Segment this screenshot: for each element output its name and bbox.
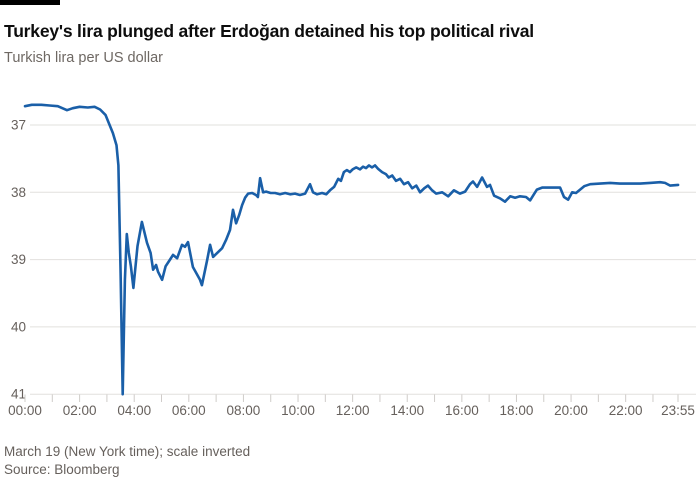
- x-axis-label: 02:00: [63, 403, 97, 418]
- price-line: [23, 103, 680, 396]
- y-axis-label: 39: [11, 252, 26, 267]
- y-axis-label: 37: [11, 118, 26, 133]
- y-axis-label: 38: [11, 185, 26, 200]
- chart-subtitle: Turkish lira per US dollar: [4, 50, 164, 66]
- x-axis-label: 06:00: [172, 403, 206, 418]
- chart-source: Source: Bloomberg: [4, 462, 120, 477]
- x-axis-label: 20:00: [554, 403, 588, 418]
- x-axis-label: 12:00: [336, 403, 370, 418]
- chart-footnote: March 19 (New York time); scale inverted: [4, 444, 251, 459]
- x-axis-label: 04:00: [117, 403, 151, 418]
- x-axis-label: 10:00: [281, 403, 315, 418]
- y-axis-label: 41: [11, 387, 26, 402]
- x-axis-label: 18:00: [500, 403, 534, 418]
- x-axis-label: 22:00: [609, 403, 643, 418]
- x-axis-label: 14:00: [390, 403, 424, 418]
- x-axis-label: 08:00: [227, 403, 261, 418]
- x-axis-label: 00:00: [8, 403, 42, 418]
- x-axis-label: 23:55: [661, 403, 695, 418]
- y-axis-label: 40: [11, 319, 26, 334]
- x-axis-label: 16:00: [445, 403, 479, 418]
- chart-title: Turkey's lira plunged after Erdoğan deta…: [4, 21, 534, 41]
- brand-bar: [0, 0, 60, 5]
